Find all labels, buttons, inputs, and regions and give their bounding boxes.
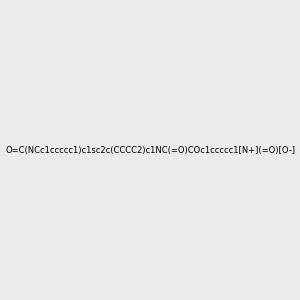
- Text: O=C(NCc1ccccc1)c1sc2c(CCCC2)c1NC(=O)COc1ccccc1[N+](=O)[O-]: O=C(NCc1ccccc1)c1sc2c(CCCC2)c1NC(=O)COc1…: [5, 146, 295, 154]
